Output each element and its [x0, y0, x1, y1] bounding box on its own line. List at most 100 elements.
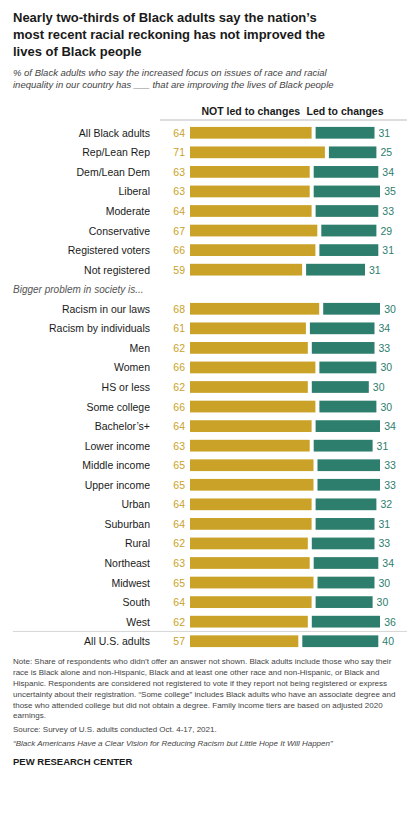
data-label: 33	[384, 479, 396, 491]
category-label: Liberal	[118, 186, 150, 198]
data-label: 68	[173, 303, 185, 315]
header-rule	[160, 120, 407, 121]
data-label: 64	[173, 420, 185, 432]
data-label: 66	[173, 401, 185, 413]
data-label: 34	[379, 323, 391, 335]
data-label: 63	[173, 166, 185, 178]
series-header: NOT led to changes	[201, 105, 300, 117]
data-label: 66	[173, 362, 185, 374]
data-label: 67	[173, 225, 185, 237]
bar	[312, 616, 380, 628]
data-label: 63	[173, 186, 185, 198]
data-label: 31	[379, 518, 391, 530]
data-label: 64	[173, 499, 185, 511]
bar	[316, 127, 375, 139]
bar	[190, 577, 314, 589]
category-label: Bachelor’s+	[95, 420, 150, 432]
bar	[190, 186, 310, 198]
bar	[319, 245, 378, 257]
category-label: Women	[114, 362, 150, 374]
data-label: 59	[173, 264, 185, 276]
bar	[190, 303, 319, 315]
category-label: Moderate	[106, 205, 151, 217]
category-label: Middle income	[82, 460, 150, 472]
bar	[190, 147, 325, 159]
data-label: 31	[377, 440, 389, 452]
bar	[190, 597, 312, 609]
category-label: Some college	[86, 401, 150, 413]
bar	[318, 479, 381, 491]
data-label: 31	[382, 244, 394, 256]
section-label: Bigger problem in society is...	[13, 284, 144, 295]
bar	[314, 166, 379, 178]
bar	[190, 499, 312, 511]
labels: All Black adults6431Rep/Lean Rep7125Dem/…	[13, 127, 396, 647]
data-label: 33	[384, 460, 396, 472]
category-label: HS or less	[102, 381, 150, 393]
bar	[190, 362, 315, 374]
data-label: 31	[379, 127, 391, 139]
data-label: 64	[173, 518, 185, 530]
bar	[323, 303, 380, 315]
separator	[13, 631, 407, 632]
data-label: 64	[173, 205, 185, 217]
data-label: 64	[173, 596, 185, 608]
bar	[190, 323, 306, 335]
data-label: 65	[173, 460, 185, 472]
category-label: Midwest	[111, 577, 150, 589]
data-label: 36	[384, 616, 396, 628]
category-label: Rep/Lean Rep	[82, 147, 150, 159]
category-label: Dem/Lean Dem	[76, 166, 150, 178]
data-label: 57	[173, 636, 185, 648]
data-label: 33	[379, 342, 391, 354]
data-label: 33	[382, 205, 394, 217]
data-label: 30	[373, 381, 385, 393]
bar	[312, 342, 375, 354]
data-label: 30	[379, 577, 391, 589]
data-label: 30	[377, 596, 389, 608]
category-label: All Black adults	[79, 127, 150, 139]
bar	[318, 577, 375, 589]
bar	[319, 401, 376, 413]
data-label: 64	[173, 127, 185, 139]
data-label: 30	[380, 401, 392, 413]
data-label: 30	[384, 303, 396, 315]
data-label: 63	[173, 557, 185, 569]
category-label: West	[126, 616, 150, 628]
data-label: 65	[173, 577, 185, 589]
category-label: Not registered	[84, 264, 150, 276]
bar	[190, 518, 312, 530]
bar	[321, 225, 376, 237]
data-label: 31	[369, 264, 381, 276]
bar	[190, 538, 308, 550]
bar	[190, 401, 315, 413]
data-label: 33	[379, 538, 391, 550]
title: Nearly two-thirds of Black adults say th…	[13, 10, 407, 61]
bar	[306, 264, 365, 276]
data-label: 34	[382, 166, 394, 178]
data-label: 25	[380, 147, 392, 159]
bar	[329, 147, 377, 159]
bar	[316, 421, 380, 433]
data-label: 30	[380, 362, 392, 374]
category-label: Rural	[125, 538, 150, 550]
report-title: “Black Americans Have a Clear Vision for…	[13, 739, 407, 750]
bar	[319, 362, 376, 374]
bar	[316, 205, 379, 217]
data-label: 34	[382, 557, 394, 569]
bar	[190, 616, 308, 628]
data-label: 62	[173, 616, 185, 628]
data-label: 62	[173, 381, 185, 393]
bar	[190, 225, 317, 237]
data-label: 66	[173, 244, 185, 256]
bar	[314, 557, 379, 569]
category-label: Suburban	[104, 518, 150, 530]
bar	[316, 518, 375, 530]
bar	[190, 342, 308, 354]
bar	[190, 421, 312, 433]
bar	[190, 245, 315, 257]
category-label: All U.S. adults	[84, 636, 150, 648]
category-label: Upper income	[85, 479, 151, 491]
bar	[318, 460, 381, 472]
bar	[190, 440, 310, 452]
